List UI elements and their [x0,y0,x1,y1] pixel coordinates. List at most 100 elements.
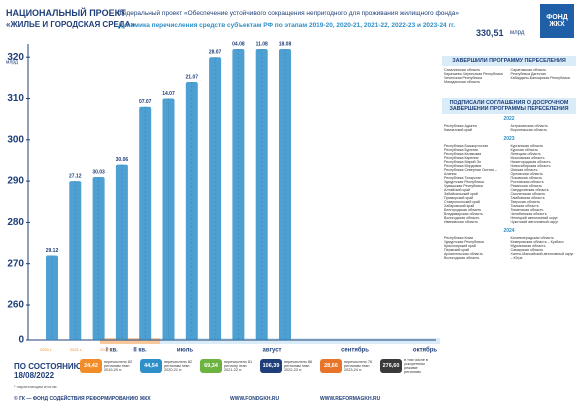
y-tick-label: 260 [7,300,24,311]
legend-text: перечислено 86 регионам этап 2022-23 гг. [284,360,313,372]
region: Ненецкий автономный округ [510,216,558,220]
region: Приморский край [444,196,474,200]
region: Забайкальский край [444,192,478,196]
column: Сахалинская область Карачаево-Черкесская … [444,68,508,84]
bar [139,106,152,340]
y-tick-label: 0 [18,335,24,346]
legend-badge: 44,54 [140,359,162,373]
region: Красноярский край [444,244,476,248]
legend-text: перечислено 76 регионам этап 2023-24 гг. [344,360,373,372]
site[interactable]: WWW.FONDGKH.RU [230,396,280,402]
year-label: 2020 г. [40,347,52,352]
bar [92,176,105,340]
legend-text: перечислено 81 региону этап 2021-22 гг. [224,360,253,372]
region: Ставропольский край [444,200,480,204]
x-period-label: июль [177,348,193,354]
region: Камчатский край [444,128,472,132]
bar [279,48,291,340]
region: Республика Коми [444,236,474,240]
legend-item: 28,66 перечислено 76 регионам этап 2023-2… [320,358,374,374]
region: Республика Марий Эл [444,160,482,164]
region: Алтайский край [444,188,471,192]
y-label: млрд [6,59,18,65]
region: Чеченская Республика [444,76,482,80]
column-date: 30.06 [116,157,129,163]
legend-text: перечислено 82 регионам этап 2020-21 гг. [164,360,193,372]
legend-badge: 28,66 [320,359,342,373]
bar [232,48,245,340]
year-label: 2022 г. [100,347,112,352]
region: Чукотский автономный округ [510,220,559,224]
region: Ростовская область [510,180,544,184]
region: Калининградская область [510,236,554,240]
panel-title: ПОДПИСАЛИ СОГЛАШЕНИЯ О ДОСРОЧНОМ ЗАВЕРШЕ… [442,98,576,114]
columns: Республика Адыгея Камчатский край Астрахан… [442,122,576,134]
bar [162,98,175,340]
region: Республика Калмыкия [444,152,482,156]
panel-title: ЗАВЕРШИЛИ ПРОГРАММУ ПЕРЕСЕЛЕНИЯ [442,56,576,66]
region: Смоленская область [510,192,546,196]
column-date: 28.07 [209,50,222,56]
region: Республика Бурятия [444,148,479,152]
finished-panel: ЗАВЕРШИЛИ ПРОГРАММУ ПЕРЕСЕЛЕНИЯ Сахалинс… [442,56,576,86]
region: Ивановская область [444,220,478,224]
legend-badge: 24,42 [80,359,102,373]
region: Ханты-Мансийский автономный округ – Югра [510,252,574,260]
total: 330,51 [476,28,504,38]
legend-item: 276,60 в том числе в ускоренном режиме ре… [380,358,434,374]
region: Курская область [510,148,539,152]
period-band [100,338,160,344]
year: 2024 [503,228,515,234]
site[interactable]: WWW.REFORMAGKH.RU [320,396,381,402]
y-tick-label: 310 [7,93,24,104]
region: Саратовская область [510,68,547,72]
region: Воронежская область [510,128,547,132]
bar [69,181,82,340]
region: Омская область [510,168,538,172]
columns: Сахалинская область Карачаево-Черкесская … [442,66,576,86]
region: Нижегородская область [510,160,551,164]
region: Астраханская область [510,124,548,128]
region: Владимирская область [444,212,483,216]
region: Тверская область [510,200,541,204]
bar [209,57,222,340]
legend-item: 69,34 перечислено 81 региону этап 2021-22… [200,358,254,374]
project: НАЦИОНАЛЬНЫЙ ПРОЕКТ [6,8,126,18]
x-period-label: октябрь [413,347,437,354]
year: 2023 [503,136,515,142]
bar [115,164,128,340]
chart: млрд 0 260 270 280 290 300 310 320 29.12 27.12 30.0… [6,41,440,354]
signed-panel: ПОДПИСАЛИ СОГЛАШЕНИЯ О ДОСРОЧНОМ ЗАВЕРШЕ… [442,98,576,262]
legend-badge: 69,34 [200,359,222,373]
logo-text: ФОНД [546,14,568,21]
region: Республика Татарстан [444,176,482,180]
project-name: «ЖИЛЬЕ И ГОРОДСКАЯ СРЕДА» [6,20,135,29]
legend-item: 24,42 перечислено 82 регионам этап 2019-2… [80,358,134,374]
region: Удмуртская Республика [444,180,484,184]
region: Курганская область [510,144,544,148]
legend-text: перечислено 82 регионам этап 2019-20 гг. [104,360,133,372]
x-period-label: август [263,348,282,354]
region: Архангельская область [444,252,483,256]
legend-item: 44,54 перечислено 82 регионам этап 2020-2… [140,358,194,374]
column-date: 21.07 [186,74,199,80]
region: Орловская область [510,172,543,176]
y-tick-label: 300 [7,134,24,145]
period-band [160,338,440,344]
year-label: 2021 г. [70,347,82,352]
region: Пермский край [444,248,470,252]
region: Сахалинская область [444,68,481,72]
year: 2022 [503,116,515,122]
bar [255,48,268,340]
bar [185,81,198,340]
status: ПО СОСТОЯНИЮ НА 18/08/2022 [14,362,96,380]
federal-project: Федеральный проект «Обеспечение устойчив… [118,10,460,17]
y-tick-label: 280 [7,217,24,228]
region: Магаданская область [444,80,481,84]
columns: Республика Башкортостан Республика Буряти… [442,142,576,226]
columns: Республика Коми Удмуртская Республика Крас… [442,234,576,262]
region: Республика Башкортостан [444,144,489,148]
column-date: 11.08 [256,41,268,47]
region: Липецкая область [510,152,541,156]
